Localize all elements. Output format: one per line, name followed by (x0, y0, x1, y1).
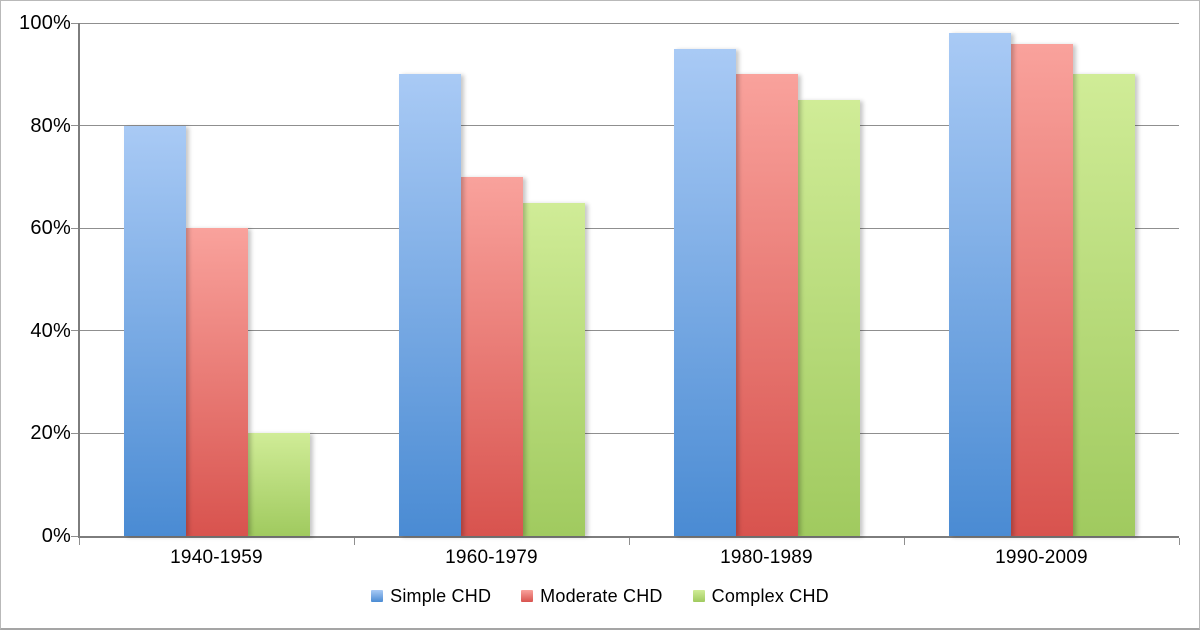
bar-simple-chd (398, 74, 461, 536)
x-category-label: 1940-1959 (170, 547, 263, 568)
gridline (79, 330, 1179, 332)
gridline (79, 22, 1179, 24)
legend-item: Simple CHD (371, 586, 491, 607)
y-tick (71, 227, 78, 229)
plot-area (79, 22, 1179, 536)
y-tick (71, 22, 78, 24)
x-category-label: 1980-1989 (720, 547, 813, 568)
bar-group (629, 23, 904, 536)
y-tick-label: 20% (30, 422, 71, 445)
bar-moderate-chd (735, 74, 798, 536)
bar-complex-chd (797, 99, 860, 536)
legend-swatch-icon (521, 590, 534, 602)
bar-moderate-chd (460, 176, 523, 536)
y-tick (71, 432, 78, 434)
legend-item: Complex CHD (692, 585, 829, 607)
y-tick (71, 330, 78, 332)
y-tick-label: 0% (41, 525, 71, 547)
bar-groups (79, 23, 1179, 536)
bar-simple-chd (948, 33, 1011, 536)
y-axis-line (78, 23, 80, 537)
bar-complex-chd (522, 202, 585, 536)
x-tick (628, 538, 630, 545)
bar-complex-chd (1072, 74, 1135, 536)
gridline (79, 227, 1179, 229)
bar-complex-chd (247, 433, 310, 536)
x-category-label: 1960-1979 (445, 547, 538, 568)
x-tick (1178, 538, 1180, 545)
bar-simple-chd (123, 125, 186, 536)
y-tick-label: 100% (19, 12, 71, 34)
legend-label: Simple CHD (390, 585, 492, 606)
legend-label: Complex CHD (711, 585, 829, 606)
gridline (79, 432, 1179, 434)
x-category-label: 1990-2009 (995, 547, 1088, 568)
x-tick (353, 538, 355, 545)
y-tick (71, 535, 78, 537)
legend: Simple CHD Moderate CHD Complex CHD (1, 583, 1199, 609)
legend-item: Moderate CHD (521, 586, 662, 607)
y-tick-label: 40% (30, 319, 71, 342)
x-tick (903, 538, 905, 545)
gridline (79, 125, 1179, 127)
x-tick (78, 538, 80, 545)
legend-swatch-icon (371, 590, 384, 602)
bar-simple-chd (673, 48, 736, 536)
y-tick (71, 125, 78, 127)
bar-moderate-chd (1010, 43, 1073, 536)
y-tick-label: 80% (30, 114, 71, 137)
bar-group (354, 23, 629, 536)
bar-moderate-chd (185, 228, 248, 536)
x-axis-line (78, 536, 1179, 538)
y-tick-label: 60% (30, 217, 71, 240)
bar-group (904, 23, 1179, 536)
legend-swatch-icon (692, 590, 705, 602)
bar-group (79, 23, 354, 536)
legend-label: Moderate CHD (540, 585, 663, 606)
